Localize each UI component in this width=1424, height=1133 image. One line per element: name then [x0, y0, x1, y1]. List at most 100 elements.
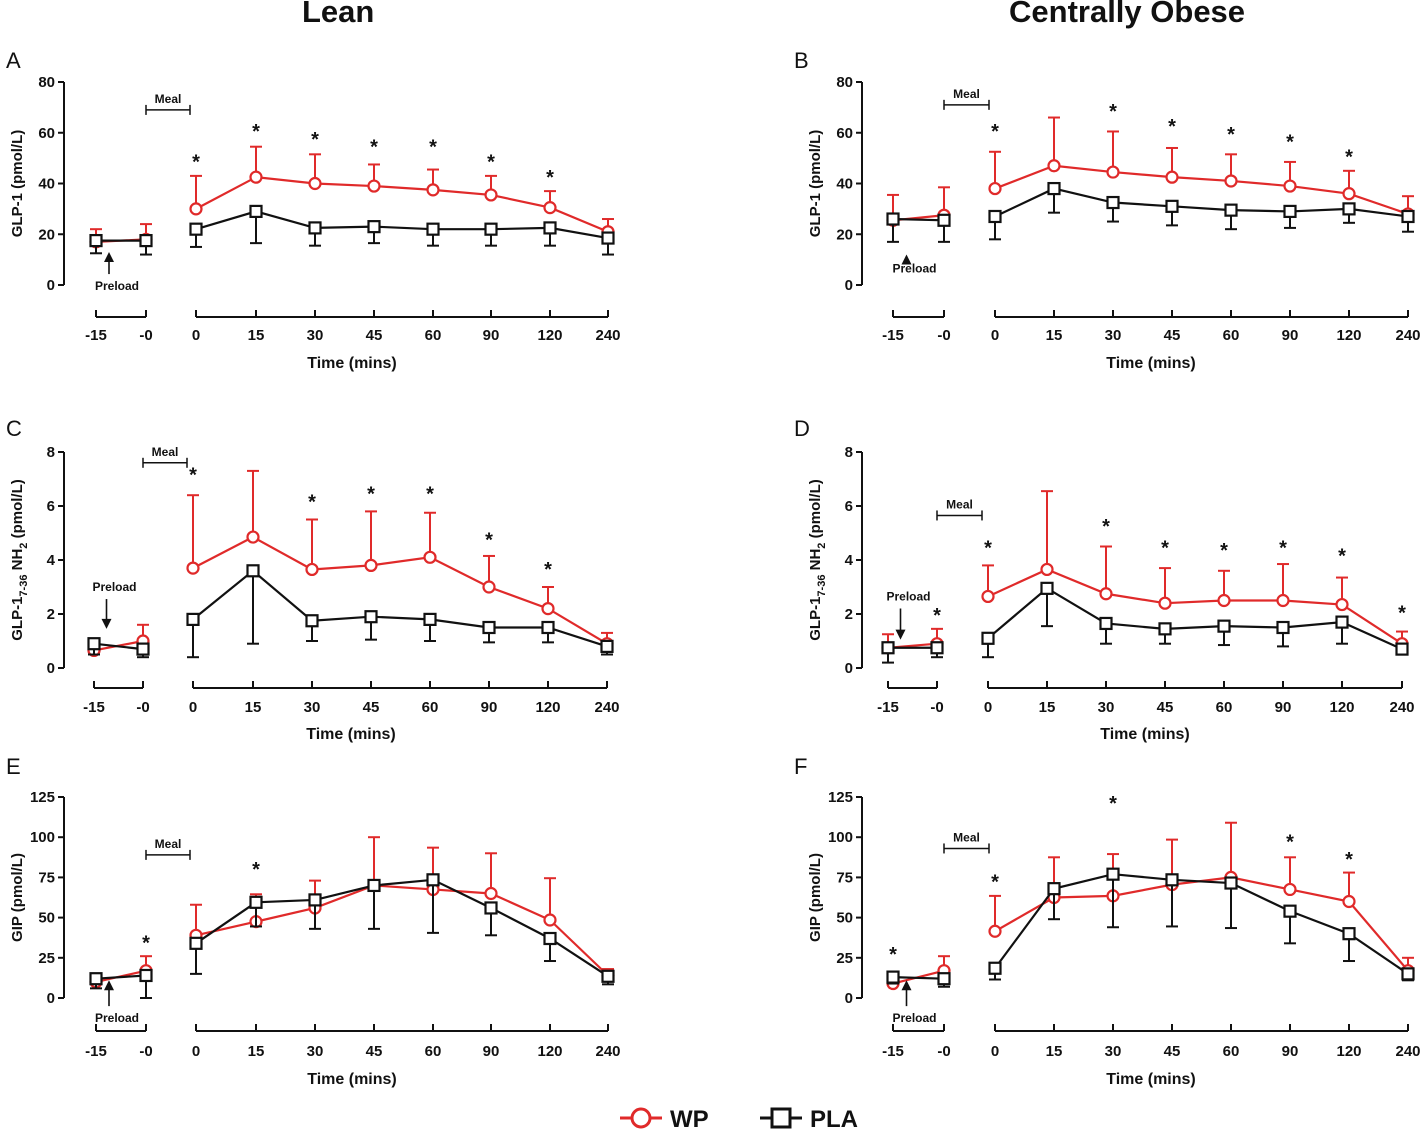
x-tick-label: 30 — [1105, 1043, 1122, 1060]
series-pla — [886, 181, 1415, 243]
data-point-pla — [1047, 181, 1061, 196]
data-point-pla — [1040, 581, 1054, 595]
y-tick-label: 50 — [836, 910, 853, 927]
x-tick-label: 15 — [1046, 327, 1063, 344]
data-point-pla — [249, 204, 263, 219]
x-tick-label: 60 — [1216, 699, 1233, 716]
x-tick-label: 15 — [245, 699, 262, 716]
significance-star: * — [544, 559, 552, 581]
preload-arrow-head — [104, 980, 114, 991]
significance-star: * — [1220, 540, 1228, 562]
data-point-pla — [189, 222, 203, 236]
significance-star: * — [1338, 546, 1346, 568]
data-point-wp — [1276, 593, 1290, 608]
x-tick-label: 45 — [1164, 327, 1181, 344]
data-point-pla — [139, 968, 153, 983]
data-point-pla — [1217, 619, 1231, 633]
significance-star: * — [1345, 849, 1353, 871]
preload-label: Preload — [892, 1011, 936, 1025]
data-point-pla — [601, 231, 615, 245]
significance-star: * — [1168, 116, 1176, 138]
legend-marker-circle — [630, 1107, 652, 1129]
series-wp — [886, 821, 1415, 991]
data-point-pla — [89, 972, 103, 986]
data-point-wp — [186, 561, 200, 575]
data-point-pla — [87, 637, 101, 651]
y-axis-label: GLP-1 (pmol/L) — [807, 130, 824, 238]
x-tick-label: 120 — [537, 1043, 562, 1060]
x-tick-label: 120 — [1336, 327, 1361, 344]
data-point-wp — [1335, 597, 1349, 612]
y-tick-label: 100 — [30, 829, 55, 846]
data-point-wp — [1342, 187, 1356, 201]
x-tick-label: -0 — [139, 1043, 152, 1060]
significance-star: * — [1109, 793, 1117, 815]
data-point-wp — [1099, 587, 1113, 601]
data-point-wp — [1165, 170, 1179, 184]
x-tick-label: 15 — [248, 1043, 265, 1060]
significance-star: * — [1286, 131, 1294, 153]
preload-label: Preload — [886, 590, 930, 604]
data-point-pla — [937, 972, 951, 986]
data-point-pla — [1224, 203, 1238, 217]
x-tick-label: 60 — [422, 699, 439, 716]
data-point-pla — [1224, 876, 1238, 890]
data-point-pla — [886, 970, 900, 984]
panel-d: D 0 2 4 6 8 GLP-17-36 NH2 (pmol/L) -15 -0 0 15 30 45… — [794, 416, 1415, 743]
x-tick-label: 120 — [1329, 699, 1354, 716]
data-point-wp — [484, 886, 498, 901]
data-point-pla — [189, 936, 203, 950]
data-point-pla — [1401, 967, 1415, 981]
data-point-pla — [600, 639, 614, 654]
x-tick-label: 120 — [535, 699, 560, 716]
y-axis-label: GLP-1 (pmol/L) — [9, 130, 26, 238]
legend-label: WP — [670, 1106, 709, 1133]
data-point-pla — [139, 233, 153, 248]
y-tick-label: 125 — [30, 789, 55, 806]
x-tick-label: -0 — [139, 327, 152, 344]
x-tick-label: 120 — [537, 327, 562, 344]
panel-e: E 0 25 50 75 100 125 GIP (pmol/L) -15 -0 0 15 30 45 60… — [6, 754, 621, 1088]
y-tick-label: 0 — [845, 660, 853, 677]
significance-star: * — [252, 859, 260, 881]
data-point-pla — [1335, 615, 1349, 629]
panel-letter: D — [794, 416, 810, 441]
series-pla — [89, 204, 615, 256]
panel-letter: C — [6, 416, 22, 441]
legend-marker-square — [770, 1107, 792, 1129]
x-tick-label: 45 — [366, 1043, 383, 1060]
column-title-centrally-obese: Centrally Obese — [1009, 0, 1246, 29]
y-tick-label: 2 — [845, 606, 853, 623]
x-tick-label: 240 — [594, 699, 619, 716]
y-tick-label: 60 — [38, 125, 55, 142]
panel-f: F 0 25 50 75 100 125 GIP (pmol/L) -15 -0 0 15 30 45 60… — [794, 754, 1421, 1088]
series-line-post — [195, 176, 609, 233]
series-line-post — [192, 569, 608, 648]
meal-label: Meal — [946, 497, 973, 511]
series-line-post — [994, 164, 1409, 215]
x-tick-label: 240 — [595, 327, 620, 344]
data-point-pla — [426, 873, 440, 887]
data-point-wp — [305, 562, 319, 577]
significance-star: * — [889, 944, 897, 966]
data-point-pla — [305, 614, 319, 628]
significance-star: * — [546, 167, 554, 189]
significance-star: * — [192, 152, 200, 174]
data-point-pla — [367, 220, 381, 234]
data-point-wp — [1217, 593, 1231, 608]
data-point-wp — [426, 183, 440, 197]
significance-star: * — [308, 492, 316, 514]
y-axis-label: GLP-17-36 NH2 (pmol/L) — [807, 479, 828, 641]
x-tick-label: 60 — [425, 327, 442, 344]
panel-a: A 0 20 40 60 80 GLP-1 (pmol/L) -15 -0 0 15 30 45 60 90… — [6, 48, 621, 372]
data-point-pla — [482, 620, 496, 635]
x-tick-label: 240 — [595, 1043, 620, 1060]
data-point-wp — [543, 201, 557, 215]
y-tick-label: 6 — [845, 498, 853, 515]
data-point-pla — [1342, 927, 1356, 941]
data-point-wp — [189, 202, 203, 216]
x-tick-label: 30 — [1105, 327, 1122, 344]
legend-item-wp: WP — [620, 1106, 709, 1133]
y-tick-label: 75 — [38, 869, 55, 886]
y-tick-label: 40 — [836, 176, 853, 193]
